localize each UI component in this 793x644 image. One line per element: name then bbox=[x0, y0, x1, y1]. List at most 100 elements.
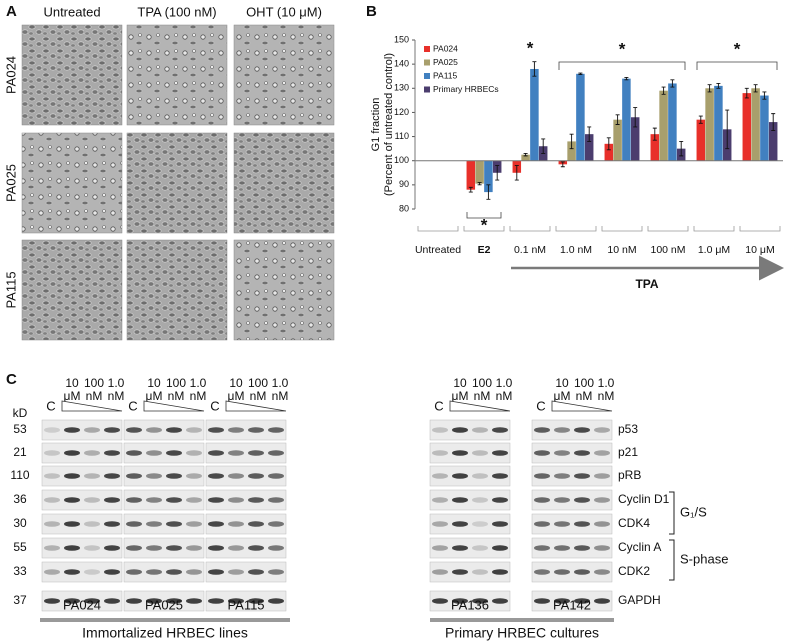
bar bbox=[576, 73, 585, 161]
blot-band bbox=[208, 569, 224, 575]
blot-band bbox=[146, 569, 162, 575]
blot-band bbox=[208, 450, 224, 456]
blot-band bbox=[228, 497, 244, 503]
error-bar bbox=[652, 127, 657, 141]
blot-band bbox=[104, 450, 120, 456]
blot-band bbox=[166, 521, 182, 527]
lane-dose: 100 bbox=[84, 376, 104, 390]
y-axis-title: (Percent of untreated control) bbox=[383, 53, 395, 196]
lane-dose: nM bbox=[190, 389, 207, 403]
group-bar bbox=[430, 618, 614, 622]
blot-label: PA024 bbox=[63, 597, 101, 612]
lane-dose: nM bbox=[598, 389, 615, 403]
blot-band bbox=[126, 569, 142, 575]
y-tick-label: 110 bbox=[395, 131, 409, 141]
blot-band bbox=[574, 473, 590, 479]
dose-triangle bbox=[143, 400, 205, 412]
micrograph bbox=[126, 239, 228, 341]
phase-bracket bbox=[669, 491, 675, 535]
blot-band bbox=[492, 497, 508, 503]
blot-band bbox=[574, 497, 590, 503]
blot-band bbox=[268, 569, 284, 575]
blot-strip bbox=[531, 590, 613, 612]
blot-band bbox=[534, 427, 550, 433]
bar bbox=[613, 119, 622, 161]
lane-dose: 1.0 bbox=[496, 376, 513, 390]
blot-band bbox=[84, 569, 100, 575]
blot-strip bbox=[123, 513, 205, 535]
blot-band bbox=[228, 427, 244, 433]
blot-band bbox=[452, 545, 468, 551]
lane-dose: 10 bbox=[555, 376, 569, 390]
blot-strip bbox=[41, 442, 123, 464]
lane-control: C bbox=[128, 398, 137, 413]
error-bar bbox=[587, 126, 592, 142]
blot-band bbox=[248, 473, 264, 479]
blot-strip bbox=[41, 513, 123, 535]
blot-band bbox=[268, 450, 284, 456]
blot-band bbox=[104, 473, 120, 479]
blot-band bbox=[268, 473, 284, 479]
blot-strip bbox=[531, 537, 613, 559]
panel-label: A bbox=[6, 3, 17, 20]
blot-band bbox=[186, 521, 202, 527]
lane-control: C bbox=[210, 398, 219, 413]
blot-strip bbox=[205, 489, 287, 511]
blot-band bbox=[166, 427, 182, 433]
blot-band bbox=[432, 545, 448, 551]
error-bar bbox=[606, 137, 611, 151]
category-bracket bbox=[647, 226, 689, 232]
legend-swatch bbox=[424, 46, 430, 52]
blot-band bbox=[186, 569, 202, 575]
blot-band bbox=[126, 521, 142, 527]
error-bar bbox=[762, 91, 767, 100]
blot-band bbox=[452, 569, 468, 575]
blot-band bbox=[146, 473, 162, 479]
blot-band bbox=[104, 427, 120, 433]
blot-band bbox=[146, 521, 162, 527]
error-bar bbox=[633, 107, 638, 128]
lane-dose: nM bbox=[86, 389, 103, 403]
blot-band bbox=[492, 473, 508, 479]
blot-band bbox=[594, 545, 610, 551]
dose-triangle bbox=[61, 400, 123, 412]
row-label: PA024 bbox=[3, 56, 18, 94]
blot-band bbox=[166, 569, 182, 575]
blot-strip bbox=[41, 537, 123, 559]
micrograph bbox=[21, 239, 123, 341]
y-tick-label: 120 bbox=[394, 107, 409, 117]
blot-band bbox=[472, 450, 488, 456]
blot-strip bbox=[429, 442, 511, 464]
y-tick-label: 150 bbox=[394, 34, 409, 44]
blot-label: PA142 bbox=[553, 597, 591, 612]
blot-band bbox=[104, 569, 120, 575]
blot-band bbox=[44, 521, 60, 527]
error-bar bbox=[569, 133, 574, 150]
lane-dose: 1.0 bbox=[598, 376, 615, 390]
blot-strip bbox=[41, 489, 123, 511]
error-bar bbox=[514, 165, 519, 181]
blot-band bbox=[432, 598, 448, 604]
legend-label: Primary HRBECs bbox=[433, 84, 499, 94]
lane-dose: nM bbox=[576, 389, 593, 403]
significance-mark: * bbox=[619, 39, 626, 58]
bar bbox=[768, 122, 778, 161]
blot-band bbox=[208, 545, 224, 551]
blot-band bbox=[534, 473, 550, 479]
lane-dose: μM bbox=[146, 389, 163, 403]
blot-band bbox=[472, 545, 488, 551]
lane-control: C bbox=[536, 398, 545, 413]
blot-strip bbox=[41, 465, 123, 487]
significance-mark: * bbox=[527, 38, 534, 57]
lane-dose: 100 bbox=[248, 376, 268, 390]
protein-label: p53 bbox=[618, 422, 638, 436]
lane-dose: 1.0 bbox=[272, 376, 289, 390]
blot-band bbox=[472, 521, 488, 527]
blot-band bbox=[208, 521, 224, 527]
blot-band bbox=[594, 473, 610, 479]
lane-dose: nM bbox=[272, 389, 289, 403]
x-tick-label: 1.0 μM bbox=[698, 244, 730, 256]
blot-band bbox=[432, 473, 448, 479]
error-bar bbox=[698, 115, 703, 124]
